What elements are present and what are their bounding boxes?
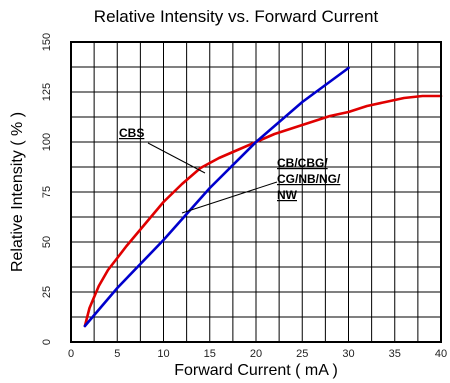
x-tick-label: 10 bbox=[157, 348, 169, 360]
series-line-1 bbox=[83, 66, 350, 328]
blue-annotation-line-3: NW bbox=[277, 188, 298, 202]
plot-frame bbox=[70, 41, 442, 343]
series-curves bbox=[83, 66, 443, 328]
y-tick-label: 0 bbox=[41, 339, 53, 345]
x-tick-label: 15 bbox=[204, 348, 216, 360]
x-tick-label: 30 bbox=[342, 348, 354, 360]
x-tick-label: 40 bbox=[435, 348, 447, 360]
cbs-annotation: CBS bbox=[119, 126, 144, 140]
x-axis-label: Forward Current ( mA ) bbox=[174, 362, 338, 379]
x-tick-label: 5 bbox=[114, 348, 120, 360]
blue-leader-line bbox=[181, 181, 278, 214]
x-tick-labels: 0 5 10 15 20 25 30 35 40 bbox=[68, 348, 447, 360]
x-tick-label: 20 bbox=[250, 348, 262, 360]
x-tick-label: 0 bbox=[68, 348, 74, 360]
blue-annotation-line-2: CG/NB/NG/ bbox=[277, 172, 341, 186]
y-tick-label: 50 bbox=[41, 236, 53, 248]
chart-title: Relative Intensity vs. Forward Current bbox=[94, 7, 379, 26]
x-tick-label: 25 bbox=[296, 348, 308, 360]
y-tick-label: 150 bbox=[41, 33, 53, 51]
y-tick-label: 125 bbox=[41, 83, 53, 101]
series-line-0 bbox=[83, 94, 443, 328]
x-tick-label: 35 bbox=[389, 348, 401, 360]
y-tick-labels: 0 25 50 75 100 125 150 bbox=[41, 33, 53, 345]
blue-annotation-line-1: CB/CBG/ bbox=[277, 156, 328, 170]
y-axis-label: Relative Intensity ( % ) bbox=[9, 112, 26, 272]
y-tick-label: 25 bbox=[41, 286, 53, 298]
y-tick-label: 100 bbox=[41, 133, 53, 151]
grid bbox=[70, 41, 442, 343]
cbs-leader-line bbox=[147, 142, 206, 174]
y-tick-label: 75 bbox=[41, 186, 53, 198]
